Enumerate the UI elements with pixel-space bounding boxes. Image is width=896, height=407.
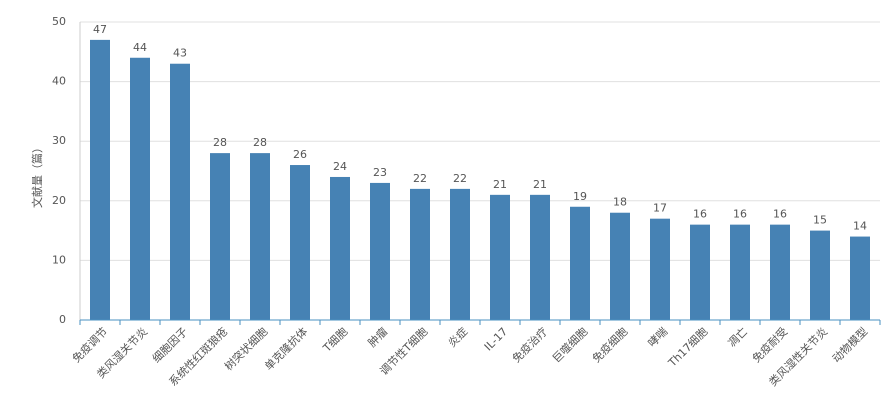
value-label: 19 [573, 190, 587, 203]
value-label: 22 [453, 172, 467, 185]
value-label: 28 [253, 136, 267, 149]
bar [130, 57, 150, 320]
value-label: 14 [853, 220, 867, 233]
y-tick-label: 0 [59, 313, 66, 326]
bar [690, 224, 710, 320]
y-axis-label: 文献量（篇） [30, 142, 44, 208]
bar [90, 39, 110, 320]
value-label: 47 [93, 23, 107, 36]
value-label: 22 [413, 172, 427, 185]
x-tick-label: 免疫调节 [69, 324, 110, 365]
x-tick-label: 免疫细胞 [589, 324, 630, 365]
x-tick-label: 单克隆抗体 [261, 324, 310, 373]
bar [730, 224, 750, 320]
x-tick-label: 炎症 [445, 324, 470, 349]
x-tick-label: 巨噬细胞 [549, 324, 590, 365]
y-tick-label: 20 [52, 194, 66, 207]
bar [170, 63, 190, 320]
value-label: 15 [813, 214, 827, 227]
value-label: 23 [373, 166, 387, 179]
bar [490, 194, 510, 320]
y-tick-label: 40 [52, 75, 66, 88]
value-label: 24 [333, 160, 347, 173]
x-tick-label: 免疫治疗 [509, 324, 550, 365]
value-label: 16 [693, 208, 707, 221]
bar [210, 153, 230, 320]
value-label: 18 [613, 196, 627, 209]
y-tick-label: 50 [52, 15, 66, 28]
x-tick-label: 细胞因子 [150, 325, 190, 365]
bar [530, 194, 550, 320]
bar [770, 224, 790, 320]
value-label: 21 [493, 178, 507, 191]
x-tick-label: 肿瘤 [365, 324, 390, 349]
value-label: 28 [213, 136, 227, 149]
bar [290, 165, 310, 320]
bar [810, 230, 830, 320]
bar [650, 218, 670, 320]
bar [330, 176, 350, 320]
x-tick-label: 免疫耐受 [749, 324, 790, 365]
x-tick-label: IL-17 [482, 325, 510, 353]
bar [570, 206, 590, 320]
x-tick-label: Th17细胞 [665, 325, 710, 370]
bar [610, 212, 630, 320]
value-label: 44 [133, 41, 147, 54]
y-tick-label: 10 [52, 253, 66, 266]
bar [450, 188, 470, 320]
bar [850, 236, 870, 320]
y-tick-label: 30 [52, 134, 66, 147]
bar [250, 153, 270, 320]
bar [370, 182, 390, 320]
x-tick-label: 哮喘 [645, 325, 670, 350]
value-label: 17 [653, 202, 667, 215]
bar [410, 188, 430, 320]
value-label: 43 [173, 47, 187, 60]
value-label: 26 [293, 148, 307, 161]
value-label: 21 [533, 178, 547, 191]
x-tick-label: 动物模型 [829, 324, 870, 365]
x-tick-label: 凋亡 [725, 324, 750, 349]
value-label: 16 [733, 208, 747, 221]
value-label: 16 [773, 208, 787, 221]
x-tick-label: T细胞 [320, 325, 350, 355]
